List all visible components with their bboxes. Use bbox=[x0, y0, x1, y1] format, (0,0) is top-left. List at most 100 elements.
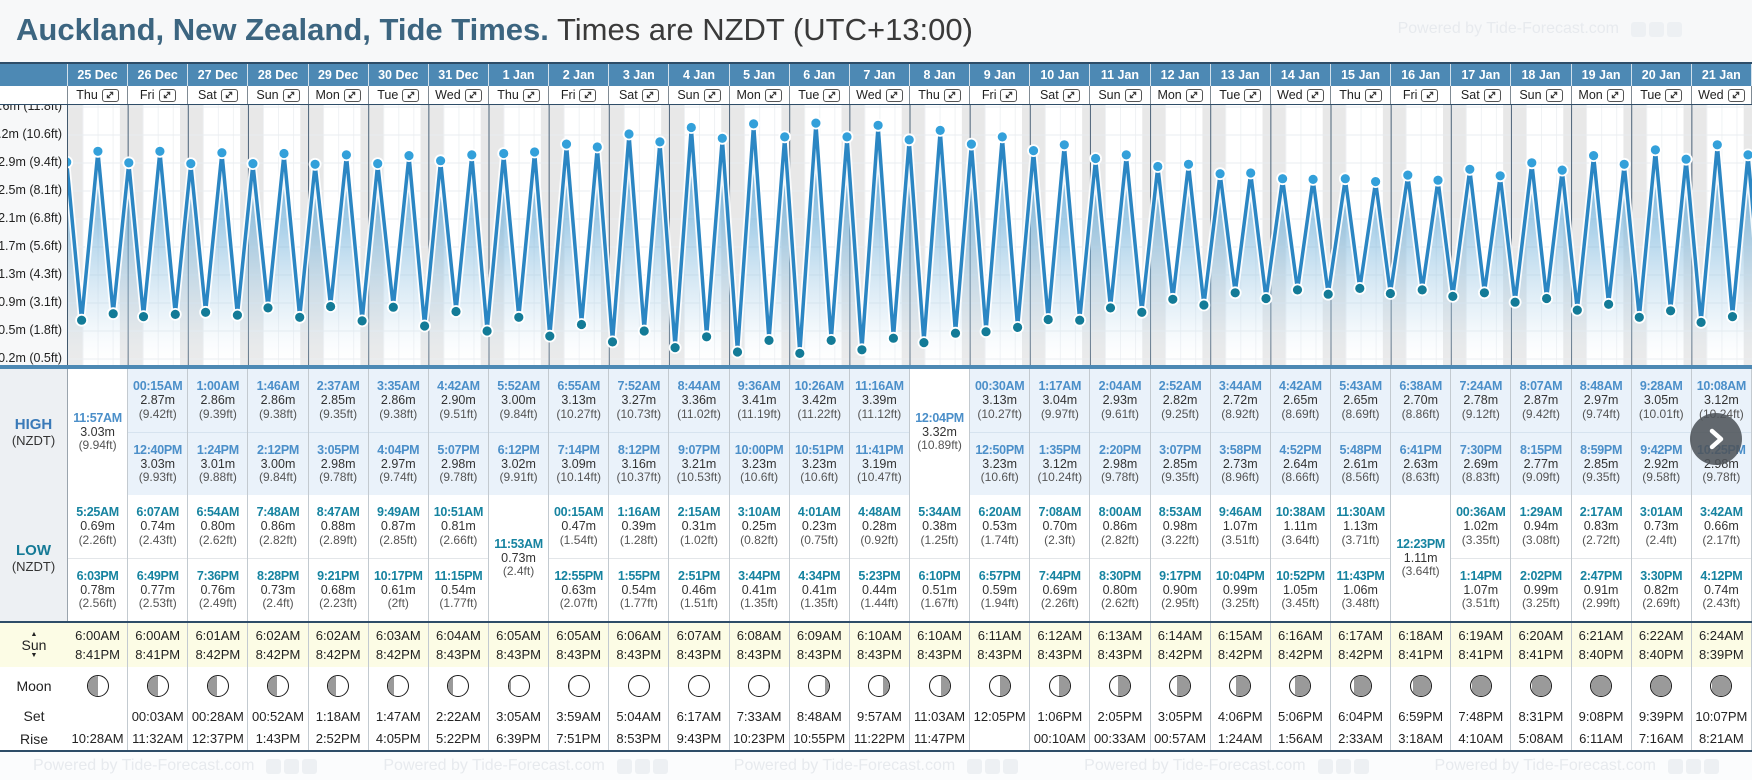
weekday-label: Sun bbox=[1519, 88, 1542, 102]
tide-height-ft: (9.78ft) bbox=[439, 470, 478, 485]
expand-day-button[interactable] bbox=[1545, 88, 1563, 102]
sunset-time: 8:42PM bbox=[1217, 647, 1263, 662]
low-tide-point bbox=[1726, 310, 1739, 324]
expand-day-button[interactable] bbox=[158, 88, 176, 102]
low-tide-cell-event: 7:44PM 0.69m (2.26ft) bbox=[1030, 559, 1089, 622]
sunset-time: 8:40PM bbox=[1578, 647, 1624, 662]
low-tide-cell: 10:38AM 1.11m (3.64ft) 10:52PM 1.05m (3.45ft) bbox=[1270, 495, 1331, 621]
tide-height-m: 0.73m bbox=[501, 551, 536, 566]
expand-day-button[interactable] bbox=[464, 88, 482, 102]
expand-day-button[interactable] bbox=[1665, 88, 1683, 102]
expand-day-button[interactable] bbox=[764, 88, 782, 102]
tide-height-ft: (9.91ft) bbox=[499, 470, 538, 485]
tide-time: 2:04AM bbox=[1098, 379, 1142, 394]
low-tide-row: LOW (NZDT) 5:25AM 0.69m (2.26ft) 6:03PM 0.78… bbox=[0, 495, 1752, 621]
expand-day-button[interactable] bbox=[101, 88, 119, 102]
page-title-timezone: Times are NZDT (UTC+13:00) bbox=[548, 12, 973, 47]
high-tide-cell: 1:00AM 2.86m (9.39ft) 1:24PM 3.01m (9.88ft) bbox=[188, 369, 249, 495]
moonrise-cell: 1:43PM bbox=[248, 727, 309, 750]
expand-day-button[interactable] bbox=[1483, 88, 1501, 102]
expand-day-button[interactable] bbox=[1306, 88, 1324, 102]
expand-day-button[interactable] bbox=[402, 88, 420, 102]
weekday-cell: Tue bbox=[1211, 86, 1271, 104]
expand-day-button[interactable] bbox=[823, 88, 841, 102]
tide-time: 7:48AM bbox=[256, 505, 300, 520]
high-tide-point bbox=[153, 144, 167, 158]
expand-day-button[interactable] bbox=[885, 88, 903, 102]
high-label: HIGH bbox=[14, 416, 53, 433]
expand-icon bbox=[1067, 91, 1075, 99]
tide-time: 1:46AM bbox=[256, 379, 300, 394]
expand-day-button[interactable] bbox=[220, 88, 238, 102]
moonset-cell: 6:04PM bbox=[1331, 705, 1392, 727]
expand-day-button[interactable] bbox=[703, 88, 721, 102]
low-tide-cell-event: 4:48AM 0.28m (0.92ft) bbox=[849, 495, 909, 559]
tide-height-ft: (8.56ft) bbox=[1341, 470, 1380, 485]
high-tide-point bbox=[995, 130, 1009, 144]
low-tide-point bbox=[480, 324, 494, 338]
tide-time: 2:37AM bbox=[316, 379, 360, 394]
high-tide-cell-event: 9:28AM 3.05m (10.01ft) bbox=[1631, 369, 1691, 433]
tide-time: 4:42AM bbox=[437, 379, 480, 394]
high-tide-point bbox=[1089, 152, 1102, 165]
next-dates-button[interactable] bbox=[1690, 413, 1742, 465]
sun-cell: 6:20AM 8:41PM bbox=[1511, 623, 1572, 667]
rise-label: Rise bbox=[19, 730, 48, 747]
date-cell: 11 Jan bbox=[1090, 64, 1151, 86]
sunset-time: 8:43PM bbox=[616, 647, 662, 662]
sun-cell: 6:01AM 8:42PM bbox=[188, 623, 249, 667]
tide-height-m: 0.46m bbox=[681, 582, 717, 597]
expand-day-button[interactable] bbox=[1124, 88, 1142, 102]
tide-time: 8:07AM bbox=[1519, 379, 1563, 394]
weekday-cell: Sat bbox=[609, 86, 670, 104]
expand-day-button[interactable] bbox=[1062, 88, 1080, 102]
weekday-label: Tue bbox=[1219, 88, 1241, 102]
expand-day-button[interactable] bbox=[1364, 88, 1382, 102]
expand-day-button[interactable] bbox=[1606, 88, 1624, 102]
tide-height-m: 1.07m bbox=[1463, 582, 1499, 597]
tide-time: 9:28AM bbox=[1639, 379, 1683, 394]
high-tide-cell: 5:43AM 2.65m (8.69ft) 5:48PM 2.61m (8.56ft) bbox=[1330, 369, 1392, 495]
tide-height-ft: (10.6ft) bbox=[980, 470, 1019, 485]
expand-icon bbox=[349, 91, 356, 99]
tide-height-m: 0.77m bbox=[140, 582, 176, 597]
expand-day-button[interactable] bbox=[1727, 88, 1745, 102]
expand-day-button[interactable] bbox=[522, 88, 540, 102]
moon-shadow bbox=[448, 676, 453, 696]
tide-height-m: 0.80m bbox=[1102, 582, 1138, 597]
tide-height-ft: (9.35ft) bbox=[1161, 470, 1200, 485]
weekday-label: Fri bbox=[139, 88, 155, 102]
expand-day-button[interactable] bbox=[1244, 88, 1262, 102]
tide-height-ft: (3.51ft) bbox=[1221, 532, 1260, 547]
moonset-cell: 6:17AM bbox=[669, 705, 730, 727]
high-tide-cell: 4:42AM 2.90m (9.51ft) 5:07PM 2.98m (9.78ft) bbox=[428, 369, 489, 495]
expand-day-button[interactable] bbox=[579, 88, 597, 102]
tide-time: 6:54AM bbox=[196, 505, 240, 520]
high-tide-point bbox=[965, 137, 978, 151]
expand-day-button[interactable] bbox=[282, 88, 300, 102]
high-tide-cell-event: 9:07PM 3.21m (10.53ft) bbox=[669, 433, 728, 496]
high-tide-row-label: HIGH (NZDT) bbox=[0, 369, 68, 495]
expand-day-button[interactable] bbox=[641, 88, 659, 102]
expand-day-button[interactable] bbox=[1000, 88, 1018, 102]
expand-day-button[interactable] bbox=[1421, 88, 1439, 102]
weekday-label: Thu bbox=[76, 88, 98, 102]
tide-height-ft: (10.01ft) bbox=[1638, 406, 1684, 421]
high-tide-cell: 9:36AM 3.41m (11.19ft) 10:00PM 3.23m (10.6ft) bbox=[729, 369, 790, 495]
expand-day-button[interactable] bbox=[943, 88, 961, 102]
date-header-gutter bbox=[0, 64, 68, 86]
high-tide-cell: 10:26AM 3.42m (11.22ft) 10:51PM 3.23m (10.6ft… bbox=[789, 369, 850, 495]
logo-box bbox=[985, 758, 1001, 774]
watermark-bottom: Powered by Tide-Forecast.com bbox=[1084, 757, 1369, 775]
tide-height-m: 2.93m bbox=[1102, 393, 1138, 408]
moon-row: Moon bbox=[0, 667, 1752, 705]
high-tide-cell-event: 10:26AM 3.42m (11.22ft) bbox=[789, 369, 849, 433]
expand-day-button[interactable] bbox=[1185, 88, 1203, 102]
tide-time: 5:48PM bbox=[1339, 442, 1382, 457]
expand-day-button[interactable] bbox=[343, 88, 361, 102]
low-tide-cell: 3:01AM 0.73m (2.4ft) 3:30PM 0.82m (2.69ft) bbox=[1631, 495, 1692, 621]
tide-time: 6:41PM bbox=[1399, 442, 1442, 457]
night-shade bbox=[1322, 105, 1331, 365]
sunrise-time: 6:11AM bbox=[977, 627, 1022, 643]
tide-height-ft: (11.19ft) bbox=[737, 406, 782, 421]
